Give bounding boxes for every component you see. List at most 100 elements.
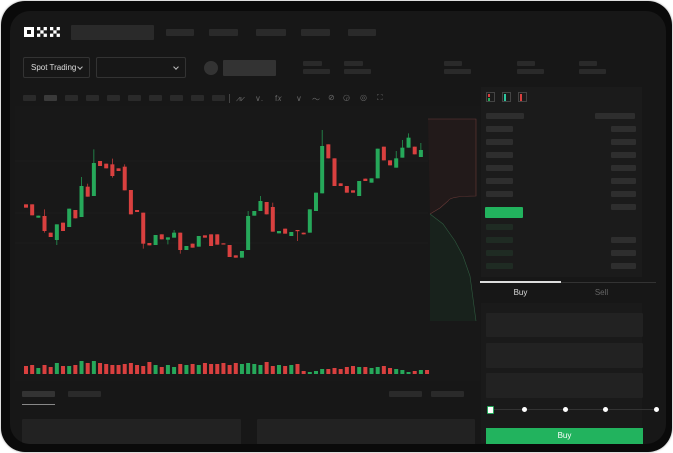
indicator-icon[interactable]: ∨. <box>255 94 264 103</box>
slider-stop[interactable] <box>653 406 659 412</box>
candle-body <box>135 210 140 212</box>
volume-bar <box>128 363 133 374</box>
volume-bar <box>400 370 405 374</box>
tab-buy[interactable]: Buy <box>513 288 528 297</box>
volume-bar <box>85 363 90 374</box>
slider-stop[interactable] <box>562 406 568 412</box>
volume-bar <box>338 369 343 374</box>
volume-bar <box>270 366 275 374</box>
ask-row <box>486 178 513 184</box>
candle-body <box>128 190 133 215</box>
slider-stop[interactable] <box>602 406 608 412</box>
stat-label <box>579 61 597 66</box>
candle-body <box>196 236 201 247</box>
timeframe-button[interactable] <box>212 95 225 101</box>
timeframe-button[interactable] <box>107 95 120 101</box>
volume-bar <box>425 370 430 374</box>
timeframe-button[interactable] <box>86 95 99 101</box>
trade-mode-dropdown[interactable]: Spot Trading <box>23 57 90 78</box>
indicator-icon[interactable]: ⩘⩗ <box>236 94 246 103</box>
nav-item[interactable] <box>166 29 194 36</box>
nav-item[interactable] <box>209 29 238 36</box>
candle-body <box>313 192 318 211</box>
volume-bar <box>301 371 306 374</box>
line-icon[interactable]: 〜 <box>312 95 320 104</box>
timeframe-button[interactable] <box>170 95 183 101</box>
candle-body <box>289 232 294 236</box>
last-price <box>485 207 523 218</box>
candle-body <box>141 212 146 244</box>
bid-row <box>611 250 636 256</box>
slider-stop[interactable] <box>521 406 527 412</box>
volume-bar <box>215 364 220 374</box>
total-input[interactable] <box>486 373 643 398</box>
candle-body <box>295 230 300 232</box>
fullscreen-icon[interactable]: ⛶ <box>377 93 383 102</box>
pair-dropdown[interactable] <box>96 57 186 78</box>
filter-button[interactable] <box>431 391 464 397</box>
stat-value <box>303 69 330 74</box>
volume-bar <box>258 365 263 374</box>
tab-order-history[interactable] <box>68 391 101 397</box>
orderbook-bids-icon[interactable] <box>502 92 511 102</box>
buy-button[interactable]: Buy <box>486 428 643 444</box>
volume-bar <box>172 367 177 374</box>
candle-body <box>369 178 374 183</box>
orderbook-header <box>486 113 524 119</box>
candle-body <box>98 161 103 166</box>
amount-input[interactable] <box>486 343 643 368</box>
fx-icon[interactable]: f𝑥 <box>275 94 282 103</box>
volume-bar <box>184 365 189 374</box>
slider-handle[interactable] <box>487 406 494 414</box>
volume-bar <box>141 366 146 374</box>
candle-body <box>202 235 207 238</box>
nav-item[interactable] <box>301 29 330 36</box>
candle-body <box>326 144 331 159</box>
candlestick-chart[interactable] <box>10 106 480 386</box>
orderbook-asks-icon[interactable] <box>518 92 527 102</box>
chevron-down-icon[interactable]: ∨ <box>296 94 302 103</box>
candle-body <box>48 232 53 237</box>
candle-body <box>412 146 417 155</box>
stat-value <box>517 69 544 74</box>
timeframe-button[interactable] <box>128 95 141 101</box>
nav-item[interactable] <box>256 29 286 36</box>
okx-logo[interactable] <box>24 27 62 38</box>
volume-bar <box>239 364 244 374</box>
bid-row <box>486 237 513 243</box>
candle-body <box>91 163 96 196</box>
candle-body <box>209 234 214 246</box>
candle-body <box>246 216 251 250</box>
volume-bar <box>122 364 127 374</box>
candle-body <box>344 186 349 193</box>
tab-open-orders[interactable] <box>22 391 55 397</box>
candle-body <box>122 166 127 191</box>
candle-body <box>351 190 356 193</box>
volume-bar <box>418 370 423 374</box>
search-bar[interactable] <box>71 25 154 40</box>
amount-slider[interactable] <box>491 409 657 410</box>
timeframe-button[interactable] <box>23 95 36 101</box>
camera-icon[interactable]: ◶ <box>343 93 350 102</box>
timeframe-button[interactable] <box>149 95 162 101</box>
order-book <box>481 87 642 277</box>
ruler-icon[interactable]: ⊘ <box>328 93 335 102</box>
depth-asks-area <box>428 119 476 214</box>
ask-row <box>611 204 636 210</box>
orderbook-header <box>595 113 635 119</box>
timeframe-button[interactable] <box>191 95 204 101</box>
orderbook-both-icon[interactable] <box>486 92 495 102</box>
volume-bar <box>295 364 300 374</box>
filter-button[interactable] <box>389 391 422 397</box>
timeframe-button[interactable] <box>65 95 78 101</box>
tab-sell[interactable]: Sell <box>594 288 609 297</box>
volume-bar <box>202 363 207 374</box>
nav-item[interactable] <box>348 29 376 36</box>
timeframe-button[interactable] <box>44 95 57 101</box>
price-input[interactable] <box>486 313 643 337</box>
candle-body <box>153 235 158 245</box>
settings-circle-icon[interactable]: ◎ <box>360 93 367 102</box>
candle-body <box>283 228 288 234</box>
candle-body <box>363 178 368 181</box>
candle-body <box>239 251 244 258</box>
